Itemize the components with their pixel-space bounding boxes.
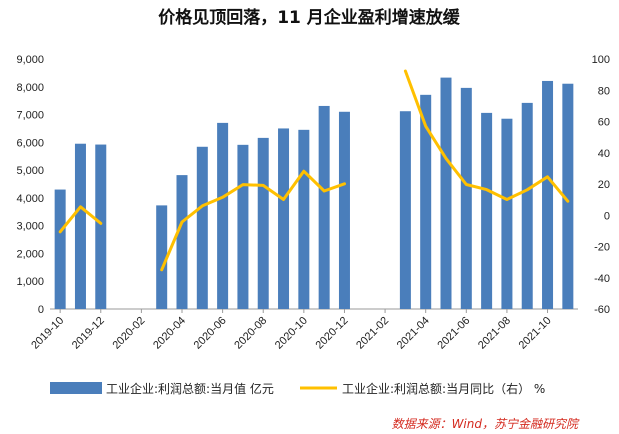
bar-2019-10 bbox=[54, 189, 66, 309]
plot-area bbox=[50, 69, 578, 310]
bar-2020-09 bbox=[278, 128, 290, 309]
y-left-tick-label: 3,000 bbox=[16, 221, 44, 233]
y-right-tick-label: -40 bbox=[594, 273, 610, 285]
y-right-tick-label: -20 bbox=[594, 242, 610, 254]
bar-2021-08 bbox=[501, 118, 513, 309]
y-right-tick-label: 20 bbox=[598, 179, 610, 191]
bar-2021-10 bbox=[542, 80, 554, 309]
yoy-line-segment bbox=[160, 169, 346, 272]
legend-line-label: 工业企业:利润总额:当月同比（右） % bbox=[342, 381, 545, 396]
source-note: 数据来源：Wind，苏宁金融研究院 bbox=[392, 417, 580, 431]
bar-2019-12 bbox=[95, 144, 107, 309]
y-left-tick-label: 2,000 bbox=[16, 248, 44, 260]
x-tick-label: 2020-12 bbox=[314, 315, 351, 352]
legend-bar-label: 工业企业:利润总额:当月值 亿元 bbox=[106, 381, 274, 396]
y-left-tick-label: 5,000 bbox=[16, 165, 44, 177]
y-right-tick-label: -60 bbox=[594, 304, 610, 316]
bar-2020-11 bbox=[318, 105, 330, 309]
x-tick-label: 2021-06 bbox=[435, 315, 472, 352]
y-left-tick-label: 1,000 bbox=[16, 276, 44, 288]
y-left-tick-label: 8,000 bbox=[16, 82, 44, 94]
x-tick-label: 2019-10 bbox=[29, 315, 66, 352]
x-tick-label: 2019-12 bbox=[70, 315, 107, 352]
x-tick-label: 2021-02 bbox=[354, 315, 391, 352]
x-tick-label: 2021-10 bbox=[517, 315, 554, 352]
y-left-axis: 0 1,000 2,000 3,000 4,000 5,000 6,000 7,000 8,00… bbox=[16, 54, 44, 316]
bar-2021-11 bbox=[562, 83, 574, 309]
x-tick-label: 2020-02 bbox=[110, 315, 147, 352]
bar-2020-05 bbox=[196, 146, 208, 309]
bar-2020-07 bbox=[237, 144, 249, 309]
yoy-line-segment bbox=[58, 205, 103, 234]
bar-2020-08 bbox=[257, 137, 269, 309]
legend-item-bar: 工业企业:利润总额:当月值 亿元 bbox=[50, 381, 274, 396]
x-tick-label: 2021-04 bbox=[395, 315, 432, 352]
bar-2021-03 bbox=[399, 111, 411, 309]
x-tick-label: 2020-06 bbox=[192, 315, 229, 352]
bar-2021-09 bbox=[521, 102, 533, 309]
x-tick-label: 2020-04 bbox=[151, 315, 188, 352]
y-right-tick-label: 40 bbox=[598, 148, 610, 160]
x-tick-label: 2021-08 bbox=[476, 315, 513, 352]
y-right-tick-label: 80 bbox=[598, 85, 610, 97]
bar-2020-06 bbox=[217, 122, 229, 309]
y-right-tick-label: 100 bbox=[592, 54, 610, 66]
y-left-tick-label: 9,000 bbox=[16, 54, 44, 66]
bar-2020-10 bbox=[298, 129, 310, 309]
x-tick-label: 2020-10 bbox=[273, 315, 310, 352]
legend-bar-swatch bbox=[50, 382, 102, 394]
bars-group bbox=[54, 77, 574, 310]
y-right-tick-label: 60 bbox=[598, 117, 610, 129]
bar-2020-03 bbox=[156, 205, 168, 309]
y-left-tick-label: 0 bbox=[38, 304, 44, 316]
bar-2020-12 bbox=[338, 111, 350, 310]
bar-2019-11 bbox=[74, 143, 86, 309]
bar-2021-07 bbox=[481, 112, 493, 309]
y-left-tick-label: 4,000 bbox=[16, 193, 44, 205]
x-tick-label: 2020-08 bbox=[232, 315, 269, 352]
y-right-tick-label: 0 bbox=[604, 210, 610, 222]
bar-2021-04 bbox=[420, 94, 432, 309]
bar-2020-04 bbox=[176, 175, 188, 309]
x-axis: 2019-10 2019-12 2020-02 2020-04 2020-06 2020-… bbox=[29, 309, 554, 352]
y-right-axis: -60 -40 -20 0 20 40 60 80 100 bbox=[592, 54, 610, 316]
bar-2021-06 bbox=[460, 87, 472, 309]
y-left-tick-label: 6,000 bbox=[16, 137, 44, 149]
bar-2021-05 bbox=[440, 77, 452, 309]
legend: 工业企业:利润总额:当月值 亿元 工业企业:利润总额:当月同比（右） % bbox=[50, 381, 545, 396]
legend-item-line: 工业企业:利润总额:当月同比（右） % bbox=[300, 381, 545, 396]
chart-title: 价格见顶回落，11 月企业盈利增速放缓 bbox=[158, 7, 461, 28]
yoy-line-segment bbox=[403, 69, 570, 203]
line-segments bbox=[58, 69, 570, 272]
y-left-tick-label: 7,000 bbox=[16, 110, 44, 122]
